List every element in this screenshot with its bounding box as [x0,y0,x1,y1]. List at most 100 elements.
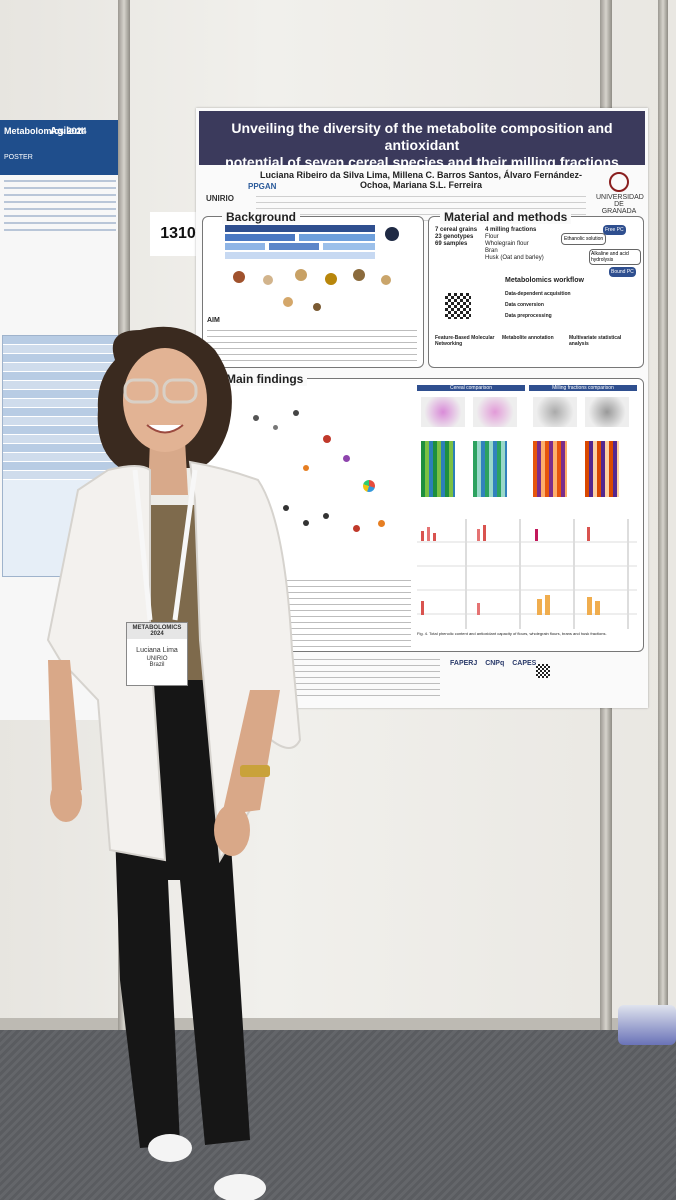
neighbor-poster-header: Metabolomics 2024 Agilent POSTER [0,120,120,175]
qr-code [445,293,471,319]
face [123,348,207,452]
text-line [4,229,116,231]
granada-seal-icon [609,172,629,192]
right-hand [214,804,250,856]
neighbor-sponsor: Agilent [50,126,84,137]
free-pc: Free PC [603,225,626,235]
poster-title-line-1: Unveiling the diversity of the metabolit… [231,120,613,153]
heatmap-1 [421,441,455,497]
text-line [4,215,116,217]
count-genotypes: 23 genotypes [435,234,474,240]
grain-classification-table [225,225,375,263]
materials-counts: 7 cereal grains 23 genotypes 69 samples [435,227,477,248]
milling-husk: Husk (Oat and barley) [485,255,544,261]
cnpq-logo: CNPq [485,660,505,667]
board-pole-far-right [658,0,668,1030]
cereal-comparison-panel: Cereal comparison [417,385,525,515]
count-samples: 69 samples [435,241,468,247]
conclusion-text [280,656,440,700]
findings-text [287,577,411,647]
unirio-logo: UNIRIO PPGAN [206,172,276,203]
step-conversion: Data conversion [505,302,544,308]
pca-plot-3 [533,397,577,427]
granada-logo-text: UNIVERSIDAD DE GRANADA [596,194,644,215]
step-preprocessing: Data preprocessing [505,313,552,319]
milling-comparison-label: Milling fractions comparison [529,385,637,391]
text-line [4,187,116,189]
contact-qr-code [536,664,550,678]
capes-logo: CAPES [512,660,537,667]
text-line [4,201,116,203]
globe-icon [385,227,399,241]
aim-label: AIM [207,317,220,324]
workflow-steps: Data-dependent acquisition Data conversi… [505,289,571,322]
background-section: AIM [202,216,424,368]
ppgan-logo: PPGAN [248,182,277,191]
text-line [4,208,116,210]
materials-section: 7 cereal grains 23 genotypes 69 samples … [428,216,644,368]
left-forearm [48,660,82,795]
author-names: Luciana Ribeiro da Silva Lima, Millena C… [259,170,583,190]
alkaline-acid-hydrolysis: Alkaline and acid hydrolysis [589,249,641,265]
pole-foot [618,1005,676,1045]
unirio-logo-text: UNIRIO [206,194,234,203]
badge-country: Brazil [149,662,165,668]
badge-name: Luciana Lima [136,647,178,654]
right-forearm [222,690,280,815]
bound-pc: Bound PC [609,267,636,277]
poster-title: Unveiling the diversity of the metabolit… [199,111,645,170]
workflow-bottom: Feature-Based Molecular Networking Metab… [435,335,639,347]
granada-logo: UNIVERSIDAD DE GRANADA [596,172,644,215]
text-line [4,180,116,182]
materials-heading: Material and methods [440,210,572,224]
funding-logos: FAPERJ CNPq CAPES [450,660,536,667]
glasses-right [162,378,198,404]
bar-chart-grid [417,519,637,629]
wristwatch [240,765,270,777]
figure-caption: Fig. 4. Total phenolic content and antio… [417,631,607,636]
right-shoe [214,1174,266,1200]
poster-title-line-2: potential of seven cereal species and th… [225,154,619,170]
heatmap-3 [533,441,567,497]
cereal-comparison-label: Cereal comparison [417,385,525,391]
neighbor-poster-label: POSTER [4,154,33,161]
count-grains: 7 cereal grains [435,227,478,233]
heatmap-4 [585,441,619,497]
milling-fractions: 4 milling fractions [485,227,537,233]
left-shoe [148,1134,192,1162]
milling-bran: Bran [485,248,498,254]
milling-list: 4 milling fractions Flour Wholegrain flo… [485,227,544,262]
neighbor-conference: Metabolomics 2024 [4,126,87,136]
smile [146,424,184,434]
carpet-floor [0,1030,676,1200]
main-findings-section: Cereal comparison Milling fractions comp… [202,378,644,652]
badge-event: METABOLOMICS 2024 [127,623,187,639]
pca-plot-1 [421,397,465,427]
step-fbmn: Feature-Based Molecular Networking [435,335,495,347]
lanyard [132,469,198,621]
badge-org: UNIRIO [146,656,168,662]
poster-footer: FAPERJ CNPq CAPES [280,656,640,702]
background-text [207,327,417,361]
neck [148,440,188,495]
milling-flour: Flour [485,234,499,240]
glasses-left [123,378,159,404]
heatmap-2 [473,441,507,497]
background-heading: Background [222,210,301,224]
workflow-title: Metabolomics workflow [505,277,584,284]
pca-plot-2 [473,397,517,427]
ethanolic-solution: Ethanolic solution [561,233,607,245]
name-badge: METABOLOMICS 2024 Luciana Lima UNIRIO Br… [126,622,188,686]
step-dda: Data-dependent acquisition [505,291,571,297]
pca-plot-4 [585,397,629,427]
molecular-network [233,395,403,545]
text-line [4,194,116,196]
text-line [4,222,116,224]
step-statistics: Multivariate statistical analysis [569,335,622,347]
step-annotation: Metabolite annotation [502,335,554,341]
faperj-logo: FAPERJ [450,660,478,667]
main-findings-heading: Main findings [222,372,308,386]
milling-comparison-panel: Milling fractions comparison [529,385,637,515]
